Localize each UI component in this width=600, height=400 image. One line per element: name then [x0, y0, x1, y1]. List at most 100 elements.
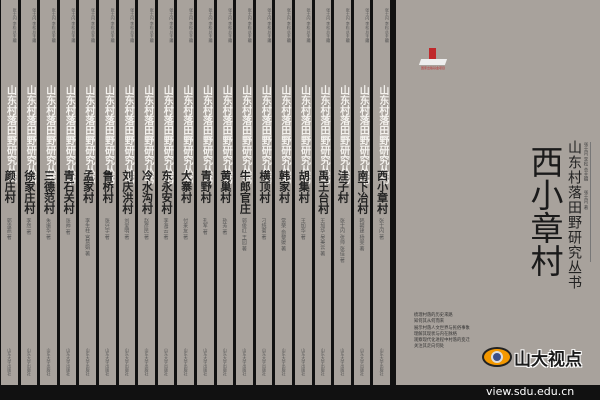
spine-author: 孙芳 著 [221, 218, 228, 235]
book-spine: 张士闪 李松 总主编 山东村落田野研究丛书 冷水沟村 赵彦民 著 山东大学出版社 [138, 0, 155, 385]
spine-publisher: 山东大学出版社 [46, 348, 52, 376]
spine-editors: 张士闪 李松 总主编 [306, 8, 312, 43]
spine-author: 常荣 俞黎媛 著 [280, 218, 287, 252]
spine-editors: 张士闪 李松 总主编 [51, 8, 57, 43]
spine-title: 颜庄村 [3, 170, 17, 203]
spine-publisher: 山东大学出版社 [183, 348, 189, 376]
cover-series-title: 山东村落田野研究丛书 [566, 140, 582, 290]
spine-publisher: 山东大学出版社 [242, 348, 248, 376]
spine-title: 三德范村 [42, 170, 56, 214]
spine-author: 李然 著 [25, 218, 32, 235]
eye-pupil-icon [491, 351, 503, 363]
watermark-name: 山大视点 [514, 350, 582, 370]
spine-publisher: 山东大学出版社 [124, 348, 130, 376]
blurb-line: 梳理村落的历史来路 [414, 313, 453, 318]
spine-title: 胡集村 [297, 170, 311, 203]
spine-author: 赵彦民 著 [142, 218, 149, 240]
cover-credit: 张士闪 李松 总主编 张士闪 著 [582, 142, 591, 262]
spine-publisher: 山东大学出版社 [85, 348, 91, 376]
book-spine: 张士闪 李松 总主编 山东村落田野研究丛书 牛郎官庄 郭俊红 王园 著 山东大学… [236, 0, 253, 385]
book-spine: 张士闪 李松 总主编 山东村落田野研究丛书 大寨村 付来友 著 山东大学出版社 [177, 0, 194, 385]
spine-editors: 张士闪 李松 总主编 [384, 8, 390, 43]
book-spine: 张士闪 李松 总主编 山东村落田野研究丛书 青石关村 张帅 著 山东大学出版社 [59, 0, 77, 385]
cover-blurb: 梳理村落的历史来路 知何其从何而来 展示村落人文世界与民俗事象 理解其现状与内在… [414, 313, 470, 351]
spine-series-title: 山东村落田野研究丛书 [318, 85, 330, 185]
blurb-line: 知何其从何而来 [414, 319, 445, 325]
spine-title: 大寨村 [179, 170, 193, 203]
spine-title: 牛郎官庄 [238, 170, 252, 214]
spine-editors: 张士闪 李松 总主编 [286, 8, 292, 43]
bottom-bar [0, 385, 600, 400]
spine-author: 王加华 著 [299, 218, 306, 240]
spine-editors: 张士闪 李松 总主编 [228, 8, 234, 43]
book-spine: 张士闪 李松 总主编 山东村落田野研究丛书 刘庆洪村 刘爱明 著 山东大学出版社 [118, 0, 136, 385]
spine-series-title: 山东村落田野研究丛书 [141, 85, 153, 185]
spine-author: 韩朝建 杨雯 著 [358, 218, 365, 252]
book-spine: 张士闪 李松 总主编 山东村落田野研究丛书 徐家庄村 李然 著 山东大学出版社 [20, 0, 38, 385]
spine-editors: 张士闪 李松 总主编 [208, 8, 214, 43]
spine-author: 刘爱明 著 [123, 218, 130, 240]
spine-author: 张士闪 著 [378, 218, 385, 240]
spine-series-title: 山东村落田野研究丛书 [161, 85, 173, 185]
spine-title: 韩家村 [277, 170, 291, 203]
spine-series-title: 山东村落田野研究丛书 [4, 85, 16, 185]
book-spine: 张士闪 李松 总主编 山东村落田野研究丛书 青野村 孔军 著 山东大学出版社 [196, 0, 214, 385]
spine-title: 刘庆洪村 [120, 170, 134, 214]
book-spine: 张士闪 李松 总主编 山东村落田野研究丛书 禹王台村 王加华 吴美云 著 山东大… [314, 0, 332, 385]
watermark-url: view.sdu.edu.cn [486, 385, 575, 398]
spine-editors: 张士闪 李松 总主编 [32, 8, 38, 43]
book-spine: 张士闪 李松 总主编 山东村落田野研究丛书 东永安村 李海云 著 山东大学出版社 [157, 0, 175, 385]
spine-author: 李生柱 宫慧娟 著 [84, 218, 91, 257]
spine-editors: 张士闪 李松 总主编 [326, 8, 332, 43]
spine-author: 孔军 著 [201, 218, 208, 235]
spine-title: 青石关村 [62, 170, 76, 214]
spine-author: 王加华 吴美云 著 [319, 218, 326, 257]
spine-publisher: 山东大学出版社 [340, 348, 346, 376]
book-spine: 张士闪 李松 总主编 山东村落田野研究丛书 三德范村 朱振华 著 山东大学出版社 [40, 0, 57, 385]
blurb-line: 展示村落人文世界与民俗事象 [414, 325, 470, 331]
spine-title: 洼子村 [336, 170, 350, 203]
spine-author: 郭凌燕 著 [5, 218, 12, 240]
spine-editors: 张士闪 李松 总主编 [247, 8, 253, 43]
spine-editors: 张士闪 李松 总主编 [110, 8, 116, 43]
spine-title: 横顶村 [258, 170, 272, 203]
spine-publisher: 山东大学出版社 [222, 348, 228, 376]
spine-title: 东永安村 [160, 170, 174, 214]
spine-series-title: 山东村落田野研究丛书 [278, 85, 290, 185]
spine-author: 刁统菊 著 [260, 218, 267, 240]
spine-editors: 张士闪 李松 总主编 [12, 8, 18, 43]
spine-publisher: 山东大学出版社 [26, 348, 32, 376]
spine-series-title: 山东村落田野研究丛书 [43, 85, 55, 185]
spine-title: 黄巢村 [218, 170, 232, 203]
spine-publisher: 山东大学出版社 [262, 348, 268, 376]
spine-series-title: 山东村落田野研究丛书 [337, 85, 349, 185]
spine-author: 朱振华 著 [44, 218, 51, 240]
spine-editors: 张士闪 李松 总主编 [267, 8, 273, 43]
spine-publisher: 山东大学出版社 [320, 348, 326, 376]
spine-title: 徐家庄村 [22, 170, 36, 214]
spine-editors: 张士闪 李松 总主编 [345, 8, 351, 43]
spine-editors: 张士闪 李松 总主编 [90, 8, 96, 43]
spine-title: 冷水沟村 [140, 170, 154, 214]
blurb-line: 关注其走向何处 [414, 344, 445, 350]
book-spine: 张士闪 李松 总主编 山东村落田野研究丛书 南下冶村 韩朝建 杨雯 著 山东大学… [353, 0, 371, 385]
spine-author: 李海云 著 [162, 218, 169, 240]
spine-publisher: 山东大学出版社 [203, 348, 209, 376]
book-spine: 张士闪 李松 总主编 山东村落田野研究丛书 颜庄村 郭凌燕 著 山东大学出版社 [1, 0, 18, 385]
spine-title: 禹王台村 [316, 170, 330, 214]
spine-author: 张帅 著 [64, 218, 71, 235]
book-spine: 张士闪 李松 总主编 山东村落田野研究丛书 韩家村 常荣 俞黎媛 著 山东大学出… [275, 0, 292, 385]
spine-series-title: 山东村落田野研究丛书 [200, 85, 212, 185]
spine-editors: 张士闪 李松 总主编 [149, 8, 155, 43]
logo-text: 国家出版基金项目 [420, 66, 445, 70]
book-spine: 张士闪 李松 总主编 山东村落田野研究丛书 西小章村 张士闪 著 山东大学出版社 [373, 0, 390, 385]
spine-author: 付来友 著 [182, 218, 189, 240]
spine-editors: 张士闪 李松 总主编 [365, 8, 371, 43]
book-spine: 张士闪 李松 总主编 山东村落田野研究丛书 洼子村 张士闪 张帅 张佳 著 山东… [334, 0, 351, 385]
book-spine: 张士闪 李松 总主编 山东村落田野研究丛书 鲁桥村 张兴宇 著 山东大学出版社 [98, 0, 116, 385]
spine-publisher: 山东大学出版社 [301, 348, 307, 376]
book-spine: 张士闪 李松 总主编 山东村落田野研究丛书 横顶村 刁统菊 著 山东大学出版社 [255, 0, 273, 385]
spine-title: 南下冶村 [355, 170, 369, 214]
spine-author: 郭俊红 王园 著 [240, 218, 247, 252]
spine-publisher: 山东大学出版社 [359, 348, 365, 376]
